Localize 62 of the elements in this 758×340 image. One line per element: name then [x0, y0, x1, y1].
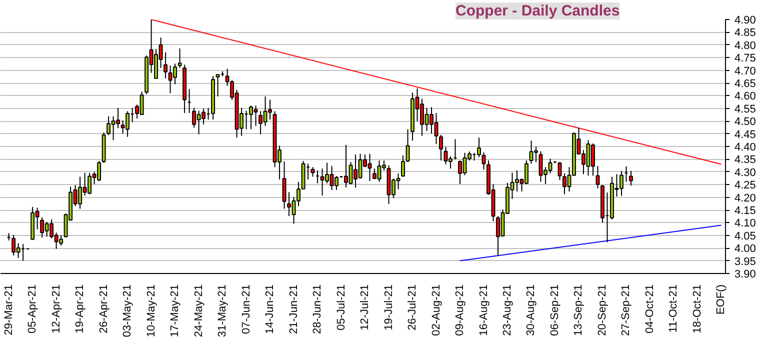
- y-tick-label: 4.45: [734, 128, 756, 141]
- y-tick-label: 3.90: [734, 268, 756, 280]
- x-tick-label: 19-Apr-21: [74, 284, 86, 334]
- y-tick-label: 4.90: [734, 14, 756, 26]
- x-tick-label: 10-May-21: [145, 284, 158, 338]
- y-tick-label: 4.30: [734, 166, 756, 179]
- y-tick-label: 4.15: [734, 205, 756, 217]
- y-tick-label: 4.25: [734, 180, 756, 192]
- candlestick: [216, 74, 220, 97]
- x-tick-label: 03-May-21: [122, 284, 134, 338]
- x-tick-label: 31-May-21: [216, 284, 229, 338]
- y-tick-label: 4.05: [734, 230, 756, 242]
- x-tick-label: 26-Jul-21: [406, 284, 419, 330]
- y-tick-label: 4.80: [734, 40, 756, 52]
- y-tick-label: 4.85: [734, 27, 756, 40]
- x-tick-label: 12-Apr-21: [50, 284, 62, 334]
- candlestick: [477, 137, 481, 158]
- x-tick-label: 13-Sep-21: [572, 284, 585, 336]
- x-tick-label: 17-May-21: [169, 284, 182, 338]
- chart-title: Copper - Daily Candles: [456, 2, 620, 20]
- candlestick: [439, 134, 443, 161]
- x-tick-label: 07-Jun-21: [240, 284, 252, 334]
- candlestick: [629, 170, 633, 186]
- candlestick: [596, 166, 600, 189]
- x-tick-label: 28-Jun-21: [312, 284, 324, 334]
- x-tick-label: 29-Mar-21: [2, 284, 15, 336]
- x-tick-label: 12-Jul-21: [359, 284, 372, 330]
- x-tick-label: 20-Sep-21: [596, 284, 608, 336]
- x-tick-label: 26-Apr-21: [98, 284, 110, 334]
- y-tick-label: 4.75: [734, 52, 756, 65]
- y-tick-label: 4.55: [734, 103, 756, 116]
- y-tick-label: 4.60: [734, 90, 756, 103]
- y-tick-label: 3.95: [734, 256, 756, 268]
- x-tick-label: 18-Oct-21: [691, 284, 704, 334]
- candlestick: [178, 48, 182, 69]
- x-tick-label: 05-Apr-21: [26, 284, 39, 334]
- x-tick-label: 02-Aug-21: [430, 284, 442, 336]
- y-tick-label: 4.40: [734, 142, 756, 154]
- y-tick-label: 4.20: [734, 192, 756, 204]
- x-tick-label: 27-Sep-21: [620, 284, 632, 336]
- x-tick-label: 14-Jun-21: [264, 284, 276, 334]
- y-tick-label: 4.65: [734, 78, 756, 90]
- candlestick: [482, 152, 486, 170]
- x-tick-label: 06-Sep-21: [548, 284, 561, 336]
- y-tick-label: 4.10: [734, 218, 756, 230]
- x-tick-label: 30-Aug-21: [525, 284, 538, 336]
- y-tick-label: 4.50: [734, 116, 756, 128]
- y-tick-label: 4.00: [734, 243, 756, 256]
- y-tick-label: 4.35: [734, 154, 756, 166]
- x-tick-label: 04-Oct-21: [644, 284, 656, 334]
- x-tick-label: 09-Aug-21: [454, 284, 466, 336]
- x-tick-label: 23-Aug-21: [502, 284, 514, 336]
- x-tick-label: EOF(): [715, 284, 728, 314]
- x-tick-label: 05-Jul-21: [335, 284, 348, 330]
- x-tick-label: 21-Jun-21: [288, 284, 300, 334]
- x-tick-label: 19-Jul-21: [382, 284, 395, 330]
- candlestick: [164, 52, 168, 79]
- x-tick-label: 11-Oct-21: [668, 284, 680, 333]
- x-tick-label: 16-Aug-21: [478, 284, 490, 336]
- y-tick-label: 4.70: [734, 65, 756, 78]
- candlestick: [282, 160, 286, 210]
- x-tick-label: 24-May-21: [192, 284, 205, 338]
